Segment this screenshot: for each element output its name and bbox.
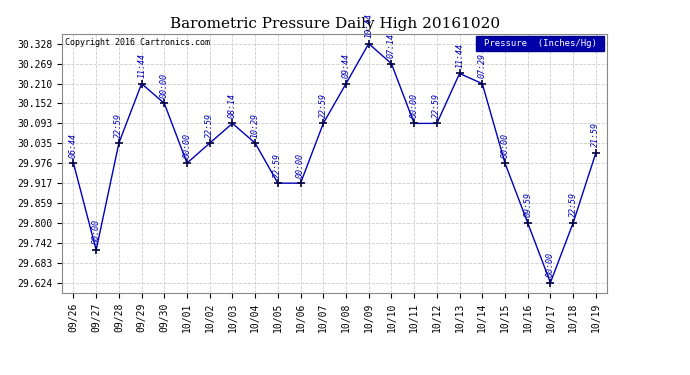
FancyBboxPatch shape: [476, 36, 604, 51]
Text: 22:59: 22:59: [319, 93, 328, 118]
Text: 22:59: 22:59: [273, 153, 282, 178]
Title: Barometric Pressure Daily High 20161020: Barometric Pressure Daily High 20161020: [170, 17, 500, 31]
Text: Pressure  (Inches/Hg): Pressure (Inches/Hg): [484, 39, 597, 48]
Text: 00:00: 00:00: [500, 133, 509, 158]
Text: 22:59: 22:59: [205, 112, 214, 138]
Text: 00:00: 00:00: [160, 73, 169, 98]
Text: 00:00: 00:00: [296, 153, 305, 178]
Text: 07:29: 07:29: [477, 53, 486, 78]
Text: 09:44: 09:44: [342, 53, 351, 78]
Text: 00:00: 00:00: [183, 133, 192, 158]
Text: 22:59: 22:59: [569, 192, 578, 217]
Text: 00:00: 00:00: [92, 219, 101, 245]
Text: 06:44: 06:44: [69, 133, 78, 158]
Text: 22:59: 22:59: [115, 112, 124, 138]
Text: 07:14: 07:14: [387, 33, 396, 58]
Text: 09:59: 09:59: [523, 192, 532, 217]
Text: Copyright 2016 Cartronics.com: Copyright 2016 Cartronics.com: [65, 38, 210, 46]
Text: 00:00: 00:00: [546, 252, 555, 277]
Text: 22:59: 22:59: [433, 93, 442, 118]
Text: 11:44: 11:44: [137, 53, 146, 78]
Text: 10:29: 10:29: [250, 112, 259, 138]
Text: 08:14: 08:14: [228, 93, 237, 118]
Text: 21:59: 21:59: [591, 122, 600, 147]
Text: 10:44: 10:44: [364, 13, 373, 38]
Text: 11:44: 11:44: [455, 43, 464, 68]
Text: 00:00: 00:00: [410, 93, 419, 118]
